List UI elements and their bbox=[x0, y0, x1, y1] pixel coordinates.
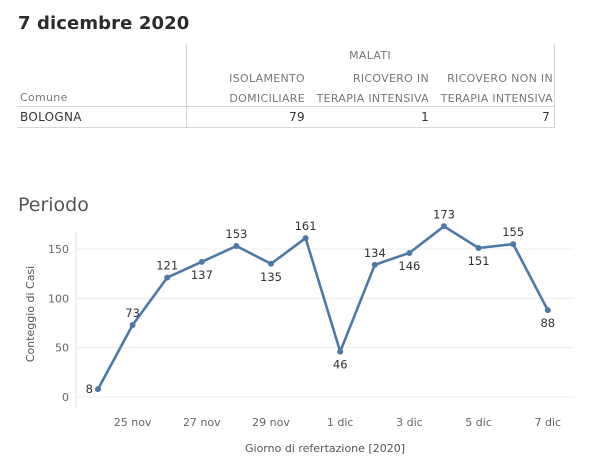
table-cell: 79 bbox=[289, 110, 305, 124]
table-cell: 7 bbox=[542, 110, 550, 124]
y-axis-title: Conteggio di Casi bbox=[24, 266, 37, 362]
x-tick-label: 29 nov bbox=[252, 416, 290, 429]
data-point bbox=[198, 258, 205, 265]
group-header: MALATI bbox=[349, 49, 391, 62]
table-cell: 1 bbox=[421, 110, 429, 124]
data-label: 137 bbox=[191, 268, 213, 282]
table-divider bbox=[17, 106, 555, 107]
summary-table: MALATI ISOLAMENTO DOMICILIARE RICOVERO I… bbox=[17, 44, 555, 128]
data-label: 153 bbox=[225, 227, 247, 241]
series-line bbox=[96, 225, 550, 391]
row-header-label: Comune bbox=[20, 91, 68, 104]
data-label: 121 bbox=[156, 259, 178, 273]
data-label: 151 bbox=[468, 254, 490, 268]
section-title: Periodo bbox=[18, 194, 89, 216]
data-label: 46 bbox=[333, 358, 348, 372]
column-header: RICOVERO NON IN TERAPIA INTENSIVA bbox=[440, 72, 553, 105]
data-point bbox=[302, 235, 309, 242]
column-header: ISOLAMENTO DOMICILIARE bbox=[229, 72, 305, 105]
data-point bbox=[371, 261, 378, 268]
column-header: RICOVERO IN TERAPIA INTENSIVA bbox=[316, 72, 429, 105]
x-tick-label: 5 dic bbox=[465, 416, 492, 429]
data-label: 161 bbox=[295, 219, 317, 233]
x-tick-label: 1 dic bbox=[327, 416, 354, 429]
data-label: 135 bbox=[260, 270, 282, 284]
x-axis-title: Giorno di refertazione [2020] bbox=[245, 442, 405, 455]
data-label: 8 bbox=[86, 382, 93, 396]
y-tick-label: 100 bbox=[48, 292, 69, 305]
x-tick-label: 25 nov bbox=[114, 416, 152, 429]
table-row-label: BOLOGNA bbox=[20, 110, 82, 124]
data-point bbox=[406, 249, 413, 256]
table-divider bbox=[554, 44, 555, 128]
data-point bbox=[475, 245, 482, 252]
y-tick-label: 0 bbox=[62, 391, 69, 404]
data-point bbox=[233, 243, 240, 250]
data-point bbox=[510, 241, 517, 248]
table-divider bbox=[186, 44, 187, 128]
data-point bbox=[441, 223, 447, 230]
data-point bbox=[268, 260, 274, 267]
table-divider bbox=[17, 127, 555, 128]
data-point bbox=[337, 348, 344, 355]
page-title: 7 dicembre 2020 bbox=[18, 13, 190, 34]
x-tick-label: 27 nov bbox=[183, 416, 221, 429]
data-label: 134 bbox=[364, 246, 386, 260]
y-tick-label: 50 bbox=[55, 342, 69, 355]
data-point bbox=[95, 386, 101, 393]
data-point bbox=[129, 321, 136, 328]
data-label: 73 bbox=[125, 306, 140, 320]
x-tick-label: 3 dic bbox=[396, 416, 423, 429]
x-tick-label: 7 dic bbox=[535, 416, 562, 429]
data-label: 146 bbox=[398, 259, 420, 273]
data-label: 173 bbox=[433, 207, 455, 221]
data-label: 88 bbox=[540, 316, 555, 330]
data-point bbox=[164, 274, 171, 281]
y-tick-label: 150 bbox=[48, 243, 69, 256]
data-point bbox=[544, 307, 551, 314]
data-label: 155 bbox=[502, 225, 524, 239]
